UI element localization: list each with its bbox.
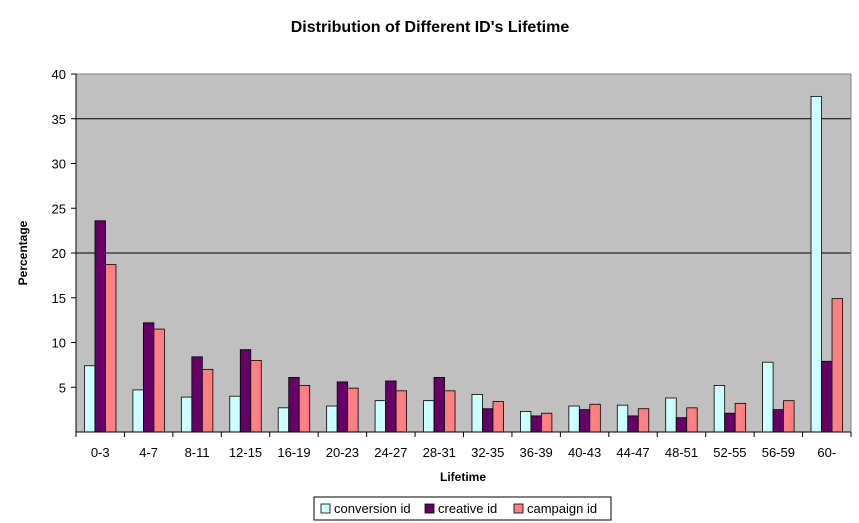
bar-conversion-id-8-11 — [180, 396, 193, 433]
gridlines — [76, 73, 852, 432]
x-axis-title: Lifetime — [440, 470, 486, 484]
legend: conversion id creative id campaign id — [313, 496, 612, 521]
bar-conversion-id-12-15 — [229, 395, 241, 433]
bar-conversion-id-44-47 — [616, 404, 629, 433]
y-tick-label-35: 35 — [52, 112, 66, 127]
legend-swatch-creative-id — [424, 503, 435, 514]
x-tick-label-24-27: 24-27 — [374, 445, 407, 460]
x-tick-label-36-39: 36-39 — [520, 445, 553, 460]
chart-title: Distribution of Different ID's Lifetime — [291, 19, 570, 36]
bar-creative-id-60- — [821, 360, 833, 433]
bar-creative-id-24-27 — [385, 380, 397, 433]
bar-campaign-id-32-35 — [492, 401, 504, 433]
bar-creative-id-36-39 — [530, 415, 542, 433]
x-tick-label-60-: 60- — [817, 445, 836, 460]
bar-conversion-id-4-7 — [132, 389, 144, 433]
y-tick-label-40: 40 — [52, 67, 66, 82]
bar-conversion-id-52-55 — [713, 385, 726, 433]
y-tick-labels: 5 10 15 20 25 30 35 40 — [52, 67, 66, 395]
bar-creative-id-8-11 — [191, 356, 203, 433]
x-tick-label-56-59: 56-59 — [762, 445, 795, 460]
bar-campaign-id-24-27 — [395, 390, 407, 433]
y-tick-label-5: 5 — [59, 380, 66, 395]
y-tick-label-15: 15 — [52, 291, 66, 306]
bar-conversion-id-24-27 — [374, 400, 386, 433]
bar-campaign-id-40-43 — [589, 403, 601, 433]
bar-conversion-id-0-3 — [84, 365, 96, 433]
bar-creative-id-16-19 — [288, 377, 300, 433]
x-tick-label-32-35: 32-35 — [471, 445, 504, 460]
bar-creative-id-48-51 — [675, 417, 688, 433]
bar-creative-id-12-15 — [239, 349, 252, 433]
legend-label-campaign-id: campaign id — [527, 501, 597, 516]
bar-campaign-id-4-7 — [153, 328, 165, 433]
bar-creative-id-52-55 — [724, 412, 736, 433]
y-tick-label-20: 20 — [52, 246, 66, 261]
bar-creative-id-28-31 — [433, 377, 445, 433]
bar-conversion-id-16-19 — [277, 407, 290, 433]
bar-conversion-id-56-59 — [762, 361, 774, 433]
bar-creative-id-4-7 — [143, 322, 155, 433]
x-tick-label-28-31: 28-31 — [423, 445, 456, 460]
legend-swatch-conversion-id — [320, 503, 331, 514]
bar-creative-id-40-43 — [578, 409, 591, 433]
bar-conversion-id-60- — [810, 95, 822, 433]
legend-box — [313, 496, 612, 521]
y-tick-label-30: 30 — [52, 157, 66, 172]
y-tick-label-10: 10 — [52, 336, 66, 351]
bar-conversion-id-40-43 — [568, 405, 580, 433]
bar-creative-id-0-3 — [94, 220, 106, 433]
bar-campaign-id-56-59 — [783, 400, 795, 433]
x-tick-label-44-47: 44-47 — [616, 445, 649, 460]
legend-label-creative-id: creative id — [438, 501, 497, 516]
x-tick-label-12-15: 12-15 — [229, 445, 262, 460]
bar-campaign-id-52-55 — [734, 402, 747, 433]
bar-conversion-id-32-35 — [471, 394, 483, 433]
legend-swatch-campaign-id — [513, 503, 524, 514]
bar-conversion-id-36-39 — [520, 411, 532, 433]
x-tick-labels: 0-3 4-7 8-11 12-15 16-19 20-23 24-27 28-31 32-35… — [91, 445, 836, 460]
bar-campaign-id-60- — [831, 298, 843, 433]
x-tick-label-16-19: 16-19 — [277, 445, 310, 460]
bar-campaign-id-36-39 — [541, 412, 553, 433]
bar-creative-id-56-59 — [772, 409, 784, 433]
bar-conversion-id-48-51 — [665, 397, 677, 433]
bar-campaign-id-16-19 — [298, 385, 311, 433]
axes — [71, 73, 852, 437]
bar-campaign-id-8-11 — [201, 368, 214, 433]
x-tick-label-40-43: 40-43 — [568, 445, 601, 460]
legend-label-conversion-id: conversion id — [334, 501, 411, 516]
bar-campaign-id-28-31 — [444, 390, 456, 433]
x-tick-label-0-3: 0-3 — [91, 445, 110, 460]
y-axis-title: Percentage — [16, 220, 30, 285]
bar-campaign-id-44-47 — [637, 408, 650, 433]
bar-conversion-id-20-23 — [326, 405, 338, 433]
bar-campaign-id-0-3 — [105, 264, 117, 433]
x-tick-label-8-11: 8-11 — [185, 445, 210, 460]
bar-creative-id-32-35 — [482, 408, 494, 433]
y-tick-label-25: 25 — [52, 201, 66, 216]
x-tick-label-4-7: 4-7 — [139, 445, 158, 460]
bar-campaign-id-48-51 — [686, 407, 698, 433]
bar-campaign-id-12-15 — [250, 359, 262, 433]
x-tick-label-52-55: 52-55 — [713, 445, 746, 460]
bar-campaign-id-20-23 — [347, 387, 359, 433]
bar-conversion-id-28-31 — [423, 400, 435, 433]
bar-creative-id-20-23 — [336, 381, 349, 433]
x-tick-label-48-51: 48-51 — [665, 445, 698, 460]
x-tick-label-20-23: 20-23 — [326, 445, 359, 460]
bar-creative-id-44-47 — [627, 415, 639, 433]
